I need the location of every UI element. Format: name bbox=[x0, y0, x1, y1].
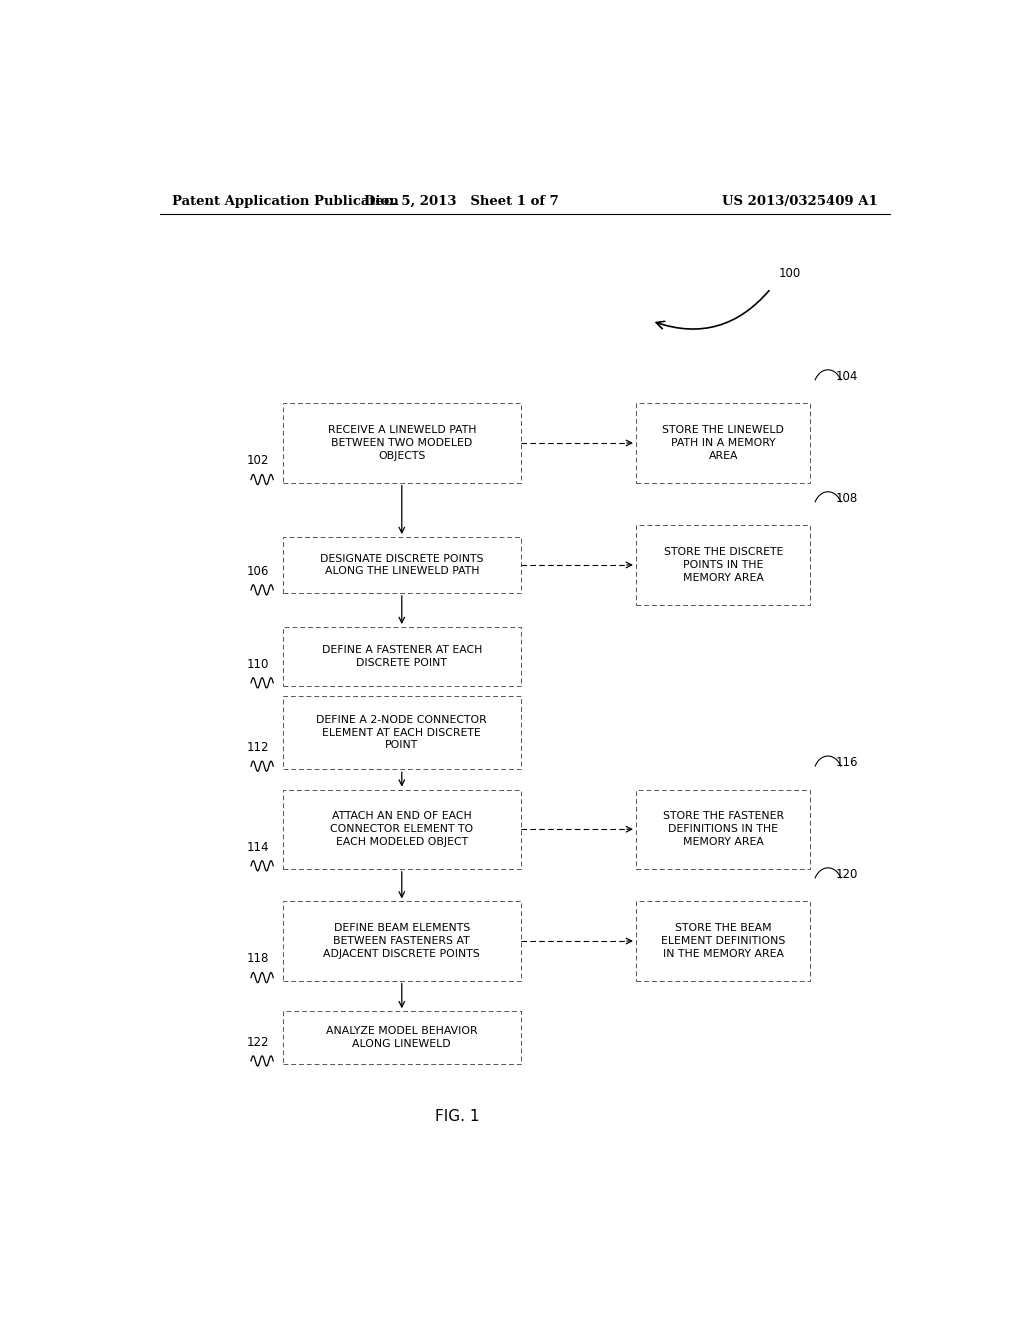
Bar bbox=[636, 789, 811, 869]
Bar bbox=[283, 696, 521, 770]
Text: 110: 110 bbox=[247, 657, 269, 671]
Text: Dec. 5, 2013   Sheet 1 of 7: Dec. 5, 2013 Sheet 1 of 7 bbox=[364, 194, 559, 207]
Text: 112: 112 bbox=[247, 741, 269, 754]
Bar bbox=[283, 789, 521, 869]
Text: 122: 122 bbox=[247, 1036, 269, 1049]
Text: 108: 108 bbox=[836, 492, 858, 506]
Text: DESIGNATE DISCRETE POINTS
ALONG THE LINEWELD PATH: DESIGNATE DISCRETE POINTS ALONG THE LINE… bbox=[321, 553, 483, 577]
Text: 100: 100 bbox=[778, 268, 801, 280]
Text: 114: 114 bbox=[247, 841, 269, 854]
Text: STORE THE LINEWELD
PATH IN A MEMORY
AREA: STORE THE LINEWELD PATH IN A MEMORY AREA bbox=[663, 425, 784, 461]
Text: 102: 102 bbox=[247, 454, 269, 467]
Bar bbox=[283, 627, 521, 686]
Text: STORE THE FASTENER
DEFINITIONS IN THE
MEMORY AREA: STORE THE FASTENER DEFINITIONS IN THE ME… bbox=[663, 812, 783, 847]
Text: STORE THE DISCRETE
POINTS IN THE
MEMORY AREA: STORE THE DISCRETE POINTS IN THE MEMORY … bbox=[664, 548, 783, 582]
Bar bbox=[283, 902, 521, 981]
Text: 106: 106 bbox=[247, 565, 269, 578]
Text: DEFINE A FASTENER AT EACH
DISCRETE POINT: DEFINE A FASTENER AT EACH DISCRETE POINT bbox=[322, 645, 482, 668]
Bar bbox=[636, 902, 811, 981]
Bar bbox=[283, 537, 521, 593]
Bar bbox=[283, 404, 521, 483]
Text: FIG. 1: FIG. 1 bbox=[435, 1109, 479, 1125]
Text: ANALYZE MODEL BEHAVIOR
ALONG LINEWELD: ANALYZE MODEL BEHAVIOR ALONG LINEWELD bbox=[326, 1026, 477, 1049]
Text: STORE THE BEAM
ELEMENT DEFINITIONS
IN THE MEMORY AREA: STORE THE BEAM ELEMENT DEFINITIONS IN TH… bbox=[662, 923, 785, 958]
Text: US 2013/0325409 A1: US 2013/0325409 A1 bbox=[722, 194, 878, 207]
Bar bbox=[283, 1011, 521, 1064]
Text: 120: 120 bbox=[836, 869, 858, 880]
Bar bbox=[636, 404, 811, 483]
Text: Patent Application Publication: Patent Application Publication bbox=[172, 194, 398, 207]
Text: DEFINE BEAM ELEMENTS
BETWEEN FASTENERS AT
ADJACENT DISCRETE POINTS: DEFINE BEAM ELEMENTS BETWEEN FASTENERS A… bbox=[324, 923, 480, 958]
Text: 104: 104 bbox=[836, 370, 858, 383]
Text: 116: 116 bbox=[836, 756, 858, 770]
Text: RECEIVE A LINEWELD PATH
BETWEEN TWO MODELED
OBJECTS: RECEIVE A LINEWELD PATH BETWEEN TWO MODE… bbox=[328, 425, 476, 461]
Text: DEFINE A 2-NODE CONNECTOR
ELEMENT AT EACH DISCRETE
POINT: DEFINE A 2-NODE CONNECTOR ELEMENT AT EAC… bbox=[316, 715, 487, 751]
Text: ATTACH AN END OF EACH
CONNECTOR ELEMENT TO
EACH MODELED OBJECT: ATTACH AN END OF EACH CONNECTOR ELEMENT … bbox=[330, 812, 473, 847]
Text: 118: 118 bbox=[247, 953, 269, 965]
Bar bbox=[636, 525, 811, 605]
